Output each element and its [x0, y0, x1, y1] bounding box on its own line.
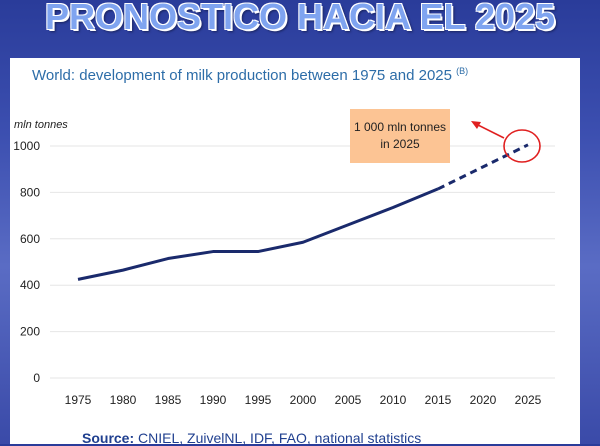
source-text: CNIEL, ZuivelNL, IDF, FAO, national stat…	[138, 430, 422, 446]
x-tick-label: 2010	[380, 393, 407, 407]
x-tick-label: 1975	[65, 393, 92, 407]
callout-line2: in 2025	[380, 137, 420, 151]
x-tick-label: 2020	[470, 393, 497, 407]
x-tick-label: 1995	[245, 393, 272, 407]
line-chart: 0 200 400 600 800 1000 1975 1980 1985 1990 1995 20…	[13, 119, 555, 407]
source-label: Source:	[82, 430, 135, 446]
callout-arrowhead	[471, 121, 481, 129]
history-line	[77, 187, 439, 281]
callout-line1: 1 000 mln tonnes	[353, 120, 447, 134]
x-tick-label: 2025	[515, 393, 542, 407]
x-tick-label: 2005	[335, 393, 362, 407]
y-axis-unit: mln tonnes	[14, 119, 68, 131]
forecast-line	[437, 143, 529, 191]
x-tick-labels: 1975 1980 1985 1990 1995 2000 2005 2010 2015 2020…	[65, 393, 542, 407]
callout-box: 1 000 mln tonnes in 2025	[350, 109, 450, 163]
chart-title-note: (B)	[456, 66, 469, 76]
highlight-circle	[503, 129, 541, 163]
callout-arrow	[475, 123, 505, 139]
y-tick-label: 0	[33, 371, 40, 385]
chart-title-text: World: development of milk production be…	[32, 67, 452, 84]
x-tick-label: 1990	[200, 393, 227, 407]
x-tick-label: 2000	[290, 393, 317, 407]
slide-title: PRONOSTICO HACIA EL 2025	[44, 0, 556, 37]
x-tick-label: 1980	[110, 393, 137, 407]
series-lines	[77, 143, 529, 281]
x-tick-label: 2015	[425, 393, 452, 407]
x-tick-label: 1985	[155, 393, 182, 407]
chart-panel: World: development of milk production be…	[10, 58, 580, 446]
y-tick-label: 600	[20, 232, 40, 246]
y-tick-label: 200	[20, 325, 40, 339]
y-tick-label: 400	[20, 278, 40, 292]
chart-title: World: development of milk production be…	[32, 66, 468, 84]
y-tick-label: 800	[20, 185, 40, 199]
source-note: Source: CNIEL, ZuivelNL, IDF, FAO, natio…	[82, 430, 421, 446]
y-tick-labels: 0 200 400 600 800 1000	[13, 139, 40, 385]
grid-lines	[50, 145, 555, 379]
y-tick-label: 1000	[13, 139, 40, 153]
